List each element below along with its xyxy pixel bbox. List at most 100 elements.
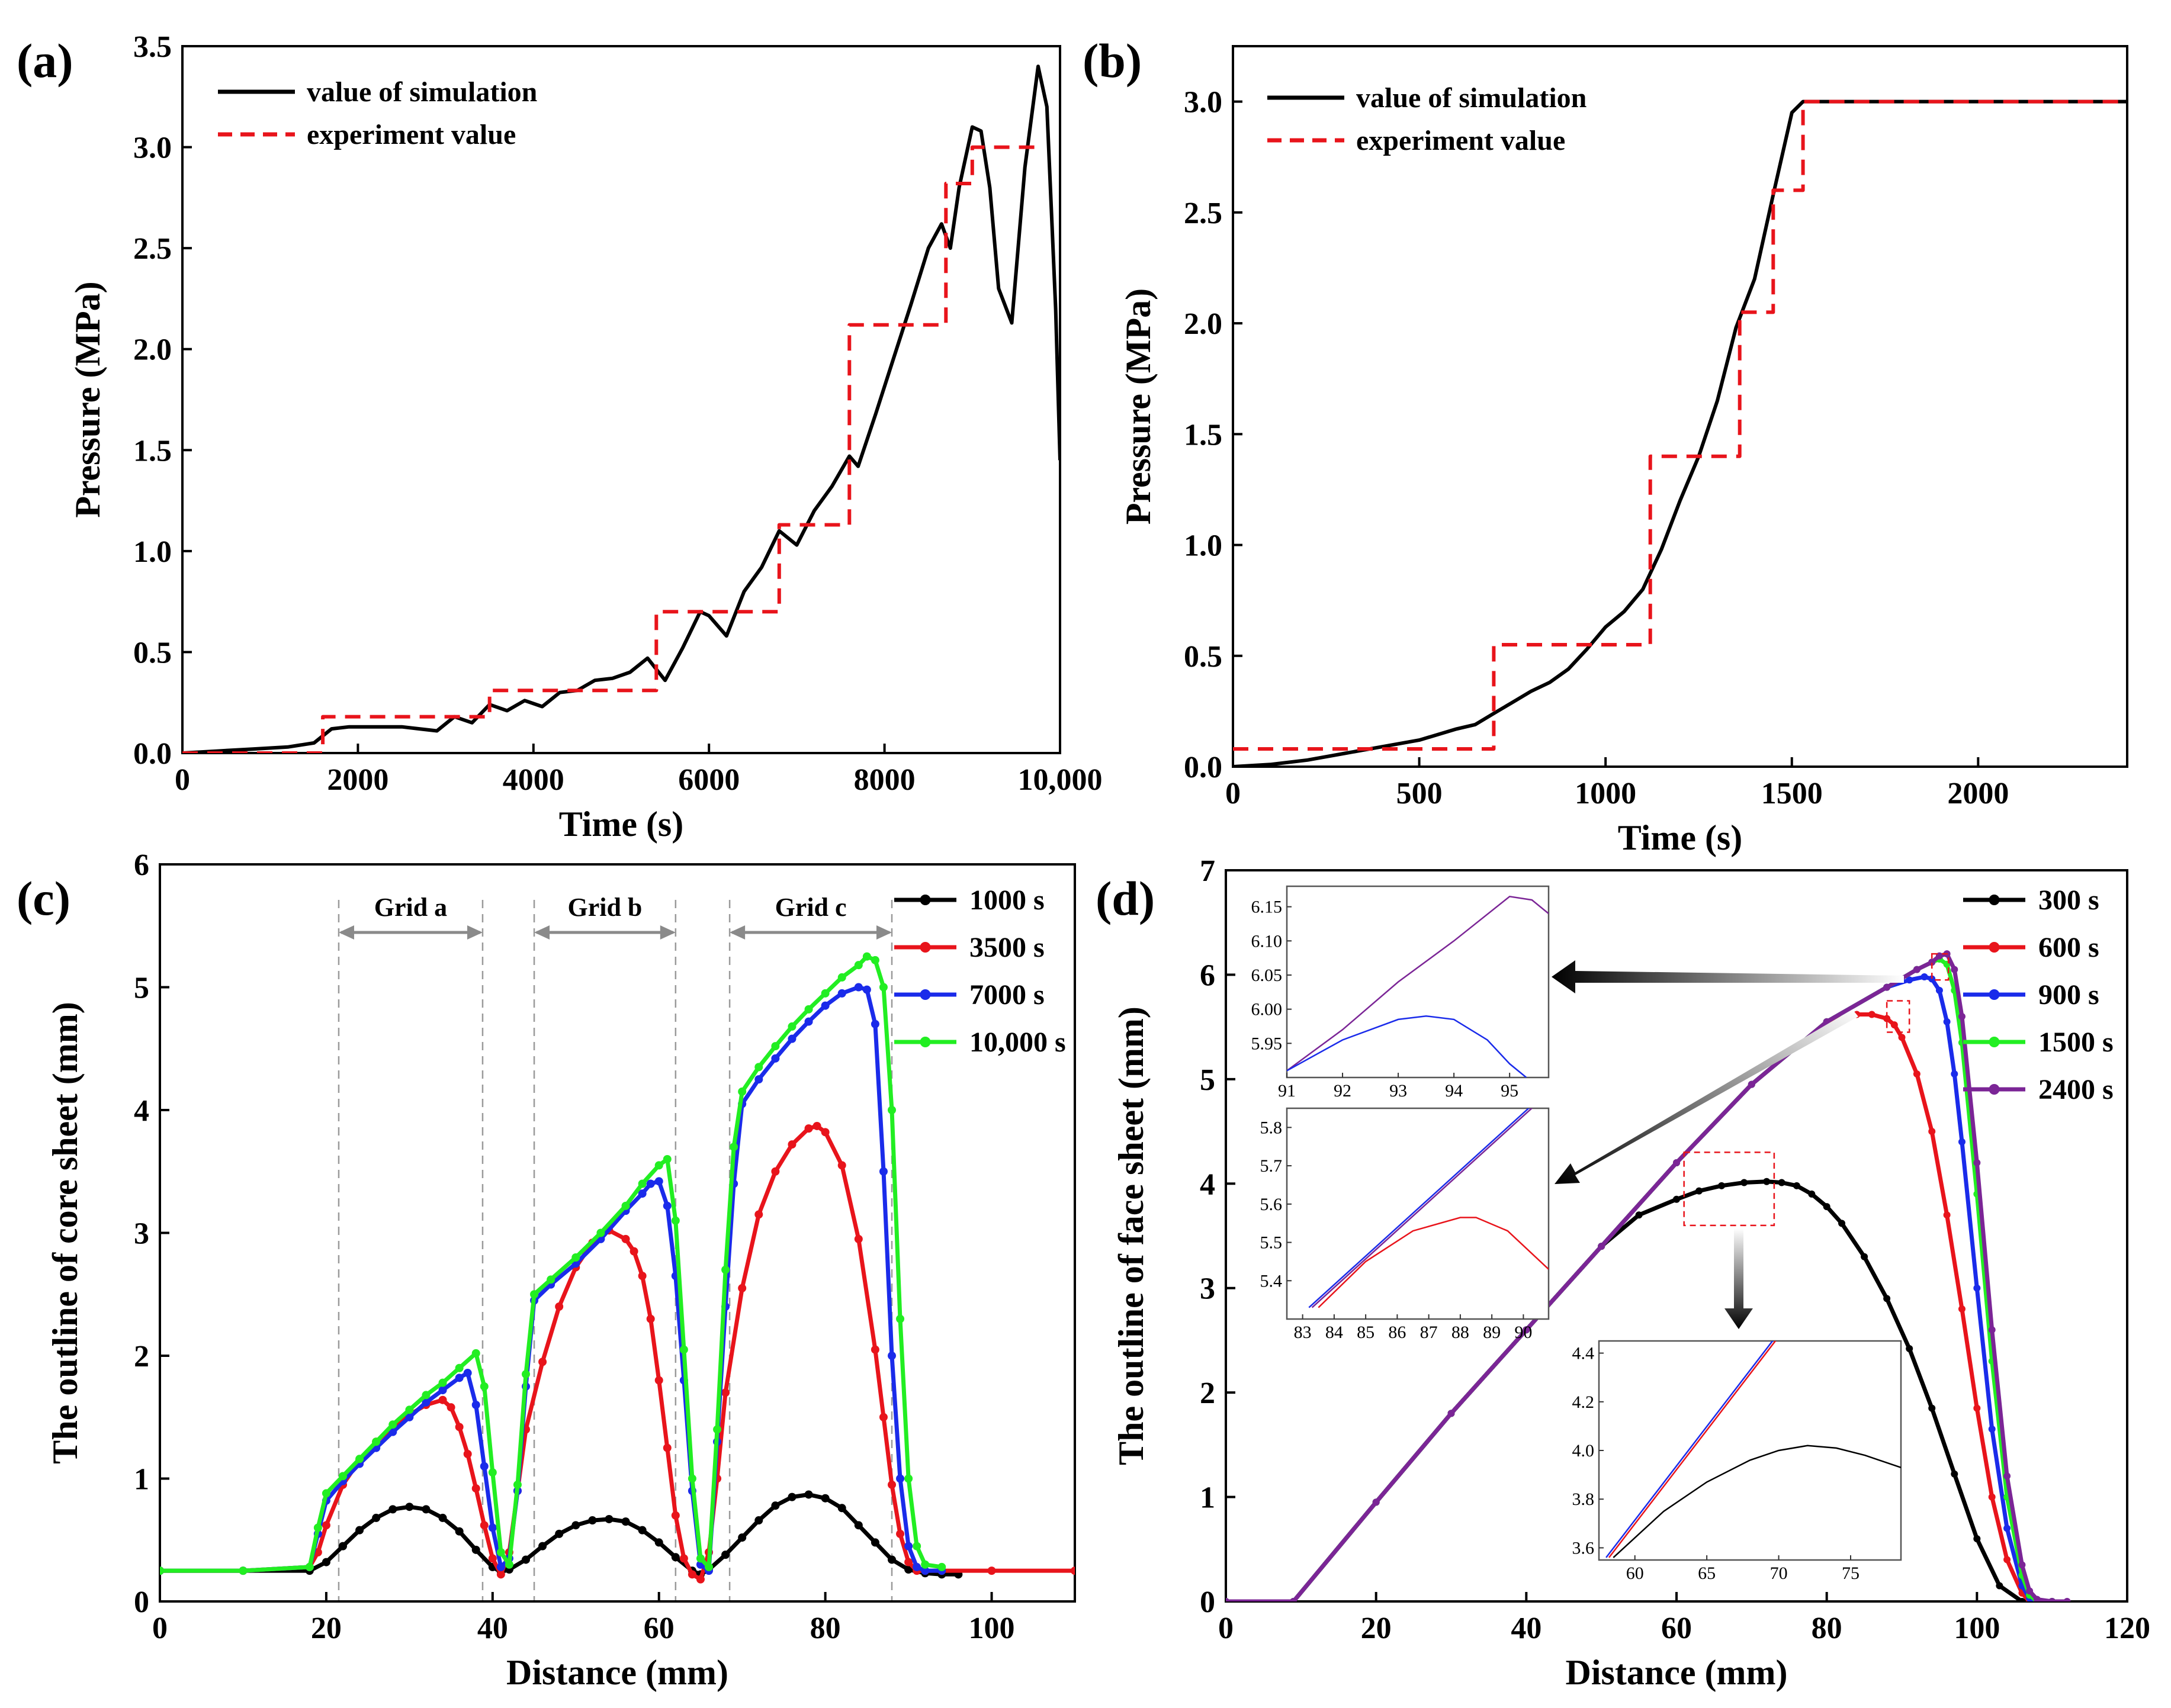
data-point [730,1143,738,1151]
data-point [913,1542,921,1551]
data-point [1958,1013,1966,1020]
inset-y-tick-label: 4.4 [1572,1344,1595,1363]
grid-annotation-label: Grid c [775,893,847,922]
inset-series-line-2 [1608,1341,1777,1558]
x-tick-label: 80 [810,1611,841,1645]
inset-x-tick-label: 60 [1626,1564,1644,1583]
data-point [879,1167,888,1176]
inset-x-tick-label: 93 [1389,1081,1407,1101]
y-tick-label: 1.0 [133,535,172,569]
data-point [1883,983,1891,991]
data-point [771,1042,780,1051]
inset-frame [1286,1107,1550,1320]
legend-label: 10,000 s [969,1027,1066,1058]
data-point [239,1567,248,1575]
x-axis-title: Distance (mm) [1566,1653,1788,1692]
data-point [1673,1195,1680,1203]
data-point [654,1161,663,1170]
legend-label: 3500 s [969,932,1045,963]
data-point [671,1511,680,1520]
inset-series-line-3 [1318,1217,1549,1308]
panel-label-b: (b) [1083,34,1142,88]
data-point [771,1167,780,1176]
data-point [1823,1203,1830,1211]
data-point [1372,1498,1380,1506]
data-point [372,1513,381,1522]
data-point [904,1558,913,1567]
data-point [388,1420,397,1429]
data-point [2048,1598,2056,1601]
data-point [1883,1295,1891,1302]
data-point [438,1513,447,1522]
data-point [480,1382,489,1391]
data-point [888,1106,896,1114]
data-point [679,1554,688,1563]
data-point [1906,976,1913,984]
data-point [638,1526,647,1535]
inset-y-tick-label: 6.05 [1251,966,1283,985]
series-line-4 [160,954,942,1573]
inset-series-line-3 [1613,1445,1901,1558]
y-tick-label: 1.5 [1184,418,1222,452]
data-point [821,1128,830,1137]
inset-series-line-2 [1311,1108,1533,1308]
legend-marker [1989,1084,2000,1095]
data-point [904,1474,913,1483]
y-tick-label: 0.0 [1184,751,1222,784]
inset-y-tick-label: 4.2 [1572,1392,1595,1412]
data-point [1523,1326,1530,1334]
data-point [871,956,879,964]
y-tick-label: 2.5 [133,232,172,266]
inset-x-tick-label: 65 [1698,1564,1716,1583]
data-point [937,1562,946,1571]
inset-x-tick-label: 95 [1501,1081,1518,1101]
legend-label: 600 s [2038,932,2099,963]
data-point [422,1398,431,1407]
legend-marker [920,989,931,1000]
y-tick-label: 4 [1200,1167,1215,1201]
data-point [1951,966,1958,973]
data-point [339,1542,347,1551]
data-point [422,1505,431,1514]
y-tick-label: 3.0 [133,131,172,165]
data-point [405,1405,414,1414]
data-point [654,1376,663,1385]
data-point [488,1523,497,1532]
x-tick-label: 100 [1954,1611,2000,1645]
data-point [496,1548,505,1556]
data-point [1973,1284,1981,1292]
inset-x-tick-label: 75 [1842,1564,1860,1583]
data-point [480,1462,489,1471]
y-tick-label: 1.5 [133,434,172,468]
data-point [522,1555,530,1564]
arrowhead [338,925,354,940]
arrowhead [467,925,483,940]
data-point [1718,1182,1726,1189]
inset-plot-1: 91 92 93 94 95 5.95 6.00 6.05 6.10 6.15 [1251,885,1550,1101]
y-tick-label: 2.0 [1184,307,1222,341]
data-point [1943,1211,1951,1219]
y-tick-label: 3.5 [133,30,172,64]
data-point [871,1345,879,1354]
data-point [688,1570,696,1579]
data-point [1740,1179,1748,1186]
x-axis-title: Time (s) [1618,818,1743,857]
data-point [630,1247,638,1256]
data-point [1943,1018,1951,1025]
data-point [1635,1211,1643,1219]
y-tick-label: 2.5 [1184,197,1222,230]
data-point [1973,1404,1981,1412]
panel-b: (b) 0 500 1000 1500 2000 0.0 0.5 1.0 1.5 2.0 2.5 3.… [1083,34,2128,857]
data-point [1673,1159,1680,1166]
data-point [2063,1598,2071,1601]
data-point [721,1388,730,1397]
y-tick-label: 4 [134,1094,149,1128]
data-point [1973,1535,1981,1543]
y-tick-label: 2 [1200,1376,1215,1410]
y-tick-label: 3 [134,1217,149,1251]
data-point [571,1253,580,1262]
data-point [463,1369,472,1378]
arrowhead [876,925,892,940]
data-point [1928,1404,1936,1412]
data-point [571,1521,580,1530]
